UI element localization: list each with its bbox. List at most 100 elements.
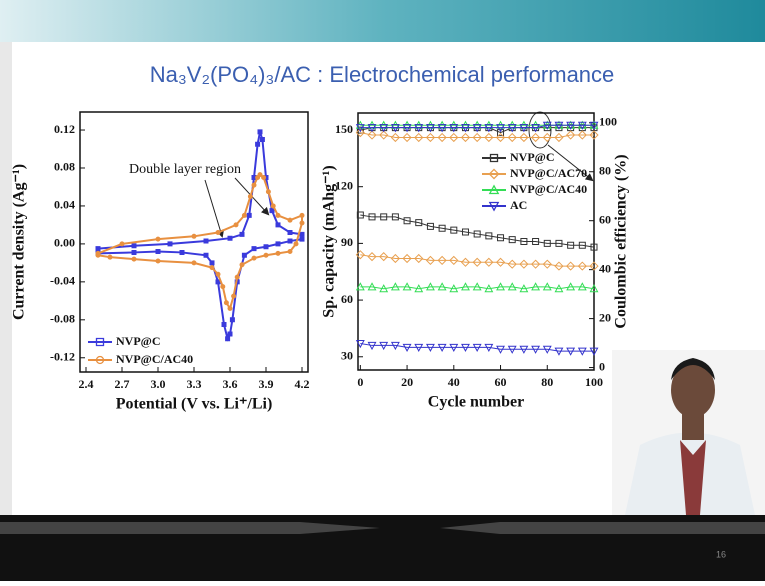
data-point <box>264 245 268 249</box>
data-point <box>252 183 256 187</box>
data-point <box>132 244 136 248</box>
x-tick-label: 4.2 <box>295 377 310 391</box>
x-tick-label: 20 <box>401 375 413 389</box>
x-tick-label: 2.7 <box>115 377 130 391</box>
data-point <box>168 242 172 246</box>
data-point <box>300 237 304 241</box>
data-point <box>271 204 275 208</box>
page: {"slide": {"title": "Na₃V₂(PO₄)₃/AC : El… <box>0 0 765 581</box>
data-point <box>226 337 230 341</box>
slide-title: Na₃V₂(PO₄)₃/AC : Electrochemical perform… <box>150 62 615 87</box>
legend-label: NVP@C <box>116 334 161 348</box>
y2-tick-label: 60 <box>599 212 611 226</box>
y-tick-label: 0.08 <box>54 160 75 174</box>
y-tick-label: 0.04 <box>54 198 75 212</box>
data-point <box>288 239 292 243</box>
data-point <box>232 294 236 298</box>
data-point <box>288 218 292 222</box>
data-point <box>192 261 196 265</box>
data-point <box>228 332 232 336</box>
legend-label: AC <box>510 198 527 212</box>
data-point <box>216 231 220 235</box>
x-tick-label: 3.3 <box>187 377 202 391</box>
data-point <box>276 242 280 246</box>
data-point <box>156 249 160 253</box>
data-point <box>260 138 264 142</box>
y-tick-label: 0.00 <box>54 236 75 250</box>
data-point <box>247 213 251 217</box>
data-point <box>204 239 208 243</box>
data-point <box>234 223 238 227</box>
data-point <box>300 213 304 217</box>
data-point <box>132 250 136 254</box>
data-point <box>222 323 226 327</box>
data-point <box>252 247 256 251</box>
data-point <box>221 285 225 289</box>
x-axis-label: Cycle number <box>428 394 524 411</box>
x-tick-label: 0 <box>357 375 363 389</box>
data-point <box>210 261 214 265</box>
data-point <box>228 236 232 240</box>
data-point <box>270 209 274 213</box>
y-tick-label: 0.12 <box>54 122 75 136</box>
y-axis-label: Current density (Ag⁻¹) <box>11 164 28 320</box>
data-point <box>276 223 280 227</box>
data-point <box>266 190 270 194</box>
x-axis-label: Potential (V vs. Li⁺/Li) <box>116 396 273 413</box>
data-point <box>230 318 234 322</box>
data-point <box>258 173 262 177</box>
y2-tick-label: 80 <box>599 163 611 177</box>
data-point <box>156 237 160 241</box>
data-point <box>228 306 232 310</box>
y-tick-label: -0.12 <box>50 350 75 364</box>
data-point <box>242 213 246 217</box>
x-tick-label: 2.4 <box>79 377 94 391</box>
y2-tick-label: 0 <box>599 359 605 373</box>
annotation: Double layer region <box>129 162 241 177</box>
data-point <box>210 266 214 270</box>
data-point <box>258 130 262 134</box>
y-axis-label: Sp. capacity (mAhg⁻¹) <box>321 165 338 317</box>
data-point <box>240 232 244 236</box>
data-point <box>288 249 292 253</box>
data-point <box>248 194 252 198</box>
y-tick-label: -0.08 <box>50 312 75 326</box>
slide: 16 Na₃V₂(PO₄)₃/AC : Electrochemical perf… <box>0 0 765 581</box>
data-point <box>180 250 184 254</box>
y2-axis-label: Coulombic efficiency (%) <box>613 154 630 328</box>
data-point <box>264 253 268 257</box>
data-point <box>256 142 260 146</box>
data-point <box>108 255 112 259</box>
y-tick-label: -0.04 <box>50 274 75 288</box>
data-point <box>262 175 266 179</box>
x-tick-label: 3.9 <box>259 377 274 391</box>
data-point <box>120 242 124 246</box>
series-line <box>360 287 594 289</box>
data-point <box>132 257 136 261</box>
data-point <box>96 247 100 251</box>
data-point <box>252 256 256 260</box>
y-tick-label: 90 <box>341 235 353 249</box>
top-band <box>0 0 765 42</box>
x-tick-label: 80 <box>541 375 553 389</box>
y-tick-label: 120 <box>335 178 353 192</box>
x-tick-label: 3.6 <box>223 377 238 391</box>
page-number: 16 <box>716 549 726 559</box>
data-point <box>204 253 208 257</box>
data-point <box>300 232 304 236</box>
series-line <box>360 255 594 266</box>
data-point <box>276 213 280 217</box>
data-point <box>294 242 298 246</box>
y-tick-label: 150 <box>335 122 353 136</box>
data-point <box>156 259 160 263</box>
y2-tick-label: 20 <box>599 310 611 324</box>
data-point <box>235 275 239 279</box>
x-tick-label: 40 <box>448 375 460 389</box>
data-point <box>242 253 246 257</box>
data-point <box>96 253 100 257</box>
legend-label: NVP@C/AC40 <box>510 182 587 196</box>
x-tick-label: 60 <box>495 375 507 389</box>
data-point <box>216 272 220 276</box>
data-point <box>288 231 292 235</box>
x-tick-label: 100 <box>585 375 603 389</box>
